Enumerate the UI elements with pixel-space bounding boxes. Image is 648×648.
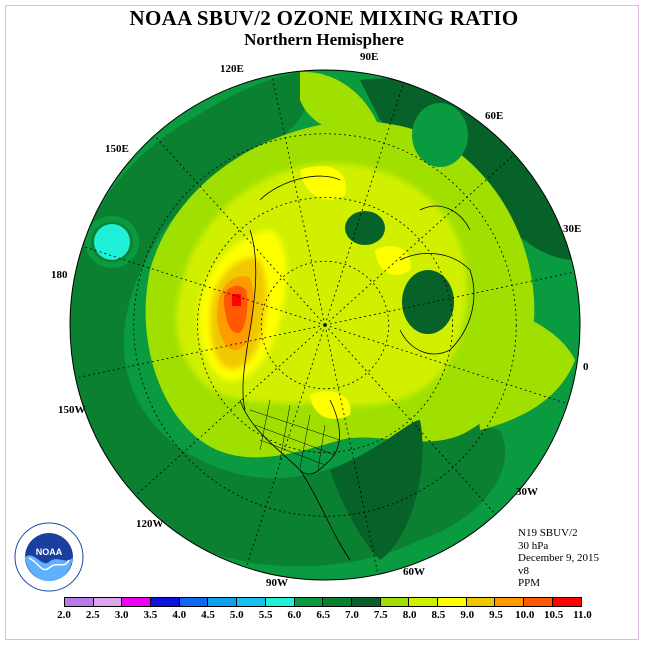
- colorbar-tick-label: 10.0: [515, 609, 535, 621]
- lon-label-90w: 90W: [266, 577, 288, 589]
- colorbar-cell: [380, 598, 410, 606]
- info-version: v8: [518, 564, 529, 577]
- colorbar-tick-label: 6.0: [287, 609, 302, 621]
- colorbar-tick-label: 5.0: [229, 609, 244, 621]
- lon-label-60e: 60E: [485, 110, 504, 122]
- colorbar-tick-label: 7.5: [373, 609, 388, 621]
- colorbar-cell: [437, 598, 467, 606]
- lon-label-120e: 120E: [220, 63, 244, 75]
- colorbar-cell: [122, 598, 152, 606]
- lon-label-180: 180: [51, 269, 68, 281]
- colorbar-tick-label: 2.0: [57, 609, 71, 621]
- lon-label-30w: 30W: [516, 486, 538, 498]
- lon-label-150w: 150W: [58, 404, 86, 416]
- colorbar-tick-label: 3.0: [114, 609, 129, 621]
- colorbar-tick-label: 10.5: [543, 609, 564, 621]
- us-state-lines: [249, 399, 341, 471]
- noaa-logo-icon: NOAA: [14, 522, 84, 592]
- colorbar-tick-label: 9.0: [460, 609, 475, 621]
- colorbar-tick-label: 9.5: [489, 609, 503, 621]
- logo-text: NOAA: [36, 547, 63, 557]
- colorbar-tick-label: 3.5: [143, 609, 158, 621]
- info-date: December 9, 2015: [518, 552, 599, 565]
- colorbar-tick-label: 2.5: [85, 609, 100, 621]
- colorbar-tick-label: 8.0: [402, 609, 417, 621]
- colorbar-cell: [265, 598, 295, 606]
- colorbar-tick-label: 5.5: [258, 609, 273, 621]
- info-level: 30 hPa: [518, 539, 549, 552]
- colorbar: [64, 597, 583, 607]
- colorbar-cell: [466, 598, 496, 606]
- colorbar-tick-label: 4.5: [201, 609, 215, 621]
- colorbar-cell: [552, 598, 582, 606]
- colorbar-cell: [409, 598, 438, 606]
- colorbar-cell: [495, 598, 524, 606]
- colorbar-cell: [351, 598, 381, 606]
- lon-label-30e: 30E: [563, 223, 582, 235]
- colorbar-cell: [237, 598, 266, 606]
- map-subtitle: Northern Hemisphere: [244, 30, 404, 49]
- lon-label-120w: 120W: [136, 518, 164, 530]
- colorbar-cell: [294, 598, 324, 606]
- colorbar-cell: [93, 598, 123, 606]
- colorbar-cell: [179, 598, 209, 606]
- coastlines: [239, 175, 475, 561]
- colorbar-tick-label: 7.0: [345, 609, 359, 621]
- colorbar-cell: [151, 598, 180, 606]
- map-title: NOAA SBUV/2 OZONE MIXING RATIO: [129, 6, 519, 30]
- colorbar-cell: [524, 598, 553, 606]
- colorbar-cell: [323, 598, 352, 606]
- lon-label-0: 0: [583, 361, 589, 373]
- info-satellite: N19 SBUV/2: [518, 527, 578, 539]
- lon-label-60w: 60W: [403, 566, 425, 578]
- info-units: PPM: [518, 577, 541, 590]
- image-frame: [5, 5, 639, 640]
- colorbar-tick-label: 4.0: [172, 609, 187, 621]
- colorbar-tick-label: 6.5: [316, 609, 331, 621]
- colorbar-cell: [208, 598, 238, 606]
- map-boundary: [69, 69, 581, 581]
- colorbar-tick-label: 8.5: [431, 609, 446, 621]
- lon-label-90e: 90E: [360, 51, 379, 63]
- colorbar-ticks: 2.0 2.5 3.0 3.5 4.0 4.5 5.0 5.5 6.0 6.5 7.0 7.5 8.0 8…: [0, 609, 648, 623]
- info-panel: N19 SBUV/2 30 hPa December 9, 2015 v8 PP…: [518, 527, 599, 590]
- ozone-field: [70, 70, 580, 580]
- colorbar-cell: [65, 598, 94, 606]
- graticule: [75, 75, 575, 575]
- colorbar-tick-label: 11.0: [573, 609, 592, 621]
- lon-label-150e: 150E: [105, 143, 129, 155]
